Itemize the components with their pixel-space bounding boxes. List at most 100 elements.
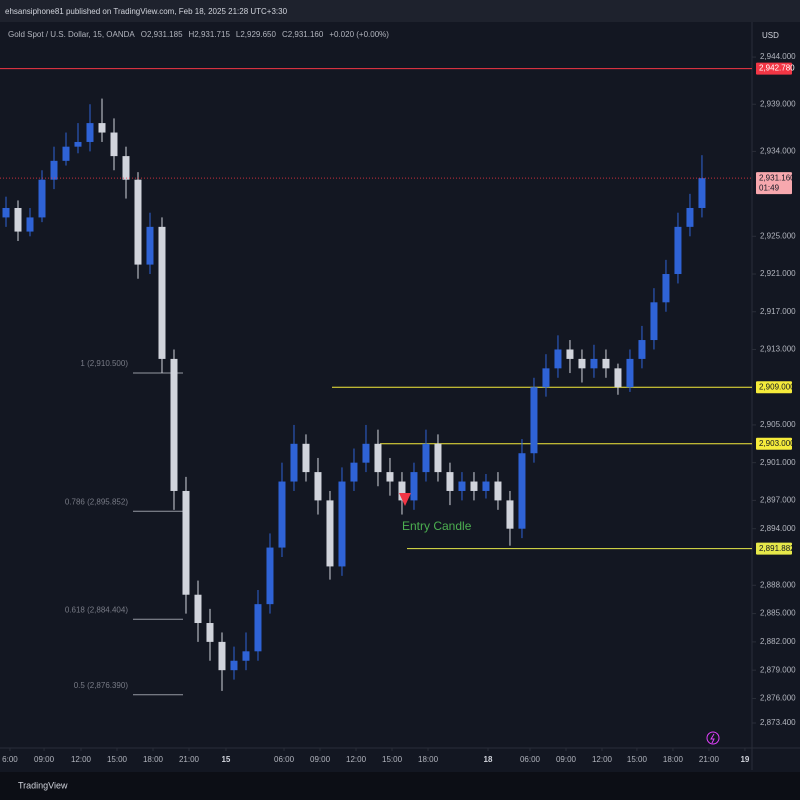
x-tick-label: 12:00	[71, 755, 92, 764]
x-tick-label: 19	[740, 755, 749, 764]
last-price-label: 2,931.160	[759, 173, 795, 182]
annotation: Entry Candle	[402, 519, 472, 533]
y-tick-label: 2,917.000	[760, 307, 796, 316]
candle-body	[134, 179, 142, 265]
price-label-box	[756, 542, 792, 555]
candle-body	[398, 481, 406, 501]
candle-body	[242, 651, 250, 661]
candle-body	[494, 481, 502, 501]
y-tick-label: 2,897.000	[760, 496, 796, 505]
ohlc-value: C2,931.160	[282, 30, 324, 39]
countdown: 01:49	[759, 183, 780, 192]
y-tick-label: 2,925.000	[760, 231, 796, 240]
x-tick-label: 09:00	[310, 755, 331, 764]
candle-body	[290, 443, 298, 482]
candle-body	[674, 226, 682, 275]
ohlc-value: O2,931.185	[141, 30, 183, 39]
candle-body	[650, 302, 658, 341]
y-tick-label: 2,882.000	[760, 637, 796, 646]
y-tick-label: 2,879.000	[760, 665, 796, 674]
candle-body	[74, 141, 82, 147]
x-tick-label: 09:00	[34, 755, 55, 764]
candle-body	[278, 481, 286, 548]
price-label: 2,942.780	[759, 64, 795, 73]
y-tick-label: 2,885.000	[760, 609, 796, 618]
candle-body	[170, 358, 178, 491]
x-tick-label: 15	[221, 755, 230, 764]
alert-icon[interactable]	[706, 731, 720, 745]
candle-body	[146, 226, 154, 265]
x-tick-label: 06:00	[520, 755, 541, 764]
currency: USD	[762, 31, 779, 40]
x-tick-label: 6:00	[2, 755, 18, 764]
candle-body	[542, 368, 550, 388]
x-tick-label: 21:00	[699, 755, 720, 764]
candle-body	[566, 349, 574, 359]
fib-label: 1 (2,910.500)	[80, 359, 128, 368]
fib-label: 0.618 (2,884.404)	[65, 605, 128, 614]
candle-body	[314, 472, 322, 501]
candle-body	[14, 207, 22, 232]
x-tick-label: 15:00	[382, 755, 403, 764]
candle-body	[338, 481, 346, 567]
candle-body	[2, 207, 10, 218]
price-label-box	[756, 62, 792, 75]
candle-body	[182, 490, 190, 595]
x-tick-label: 15:00	[107, 755, 128, 764]
candle-body	[446, 472, 454, 491]
y-tick-label: 2,901.000	[760, 458, 796, 467]
fib-label: 0.5 (2,876.390)	[74, 681, 129, 690]
candle-body	[422, 443, 430, 473]
last-price-box	[756, 172, 792, 195]
footer-bar	[0, 772, 800, 800]
ohlc-value: +0.020 (+0.00%)	[329, 30, 389, 39]
candle-body	[590, 358, 598, 369]
candle-body	[62, 146, 70, 161]
candle-body	[218, 641, 226, 671]
y-tick-label: 2,888.000	[760, 580, 796, 589]
y-tick-label: 2,921.000	[760, 269, 796, 278]
candle-body	[578, 358, 586, 369]
candle-body	[38, 179, 46, 218]
price-label: 2,891.882	[759, 544, 795, 553]
candle-body	[206, 623, 214, 642]
ohlc-value: L2,929.650	[236, 30, 277, 39]
candle-body	[626, 358, 634, 388]
y-tick-label: 2,939.000	[760, 99, 796, 108]
y-tick-label: 2,873.400	[760, 718, 796, 727]
candle-body	[362, 443, 370, 463]
candle-body	[98, 123, 106, 133]
price-label: 2,909.000	[759, 382, 795, 391]
symbol-title: Gold Spot / U.S. Dollar, 15, OANDA	[8, 30, 135, 39]
x-tick-label: 18:00	[143, 755, 164, 764]
candle-body	[410, 472, 418, 501]
candle-body	[230, 660, 238, 671]
candle-body	[458, 481, 466, 491]
x-tick-label: 12:00	[592, 755, 613, 764]
header-bar	[0, 0, 800, 22]
candle-body	[686, 207, 694, 227]
candle-body	[158, 226, 166, 359]
candle-body	[254, 604, 262, 652]
price-label-box	[756, 437, 792, 450]
candle-body	[614, 368, 622, 388]
candle-body	[302, 443, 310, 473]
candle-body	[122, 156, 130, 180]
candle-body	[26, 217, 34, 232]
y-tick-label: 2,894.000	[760, 524, 796, 533]
ohlc-value: H2,931.715	[189, 30, 231, 39]
candle-body	[482, 481, 490, 491]
candle-body	[386, 472, 394, 482]
candle-body	[434, 443, 442, 473]
x-tick-label: 09:00	[556, 755, 577, 764]
candle-body	[110, 132, 118, 157]
candle-body	[470, 481, 478, 491]
candle-body	[698, 178, 706, 208]
candle-body	[554, 349, 562, 369]
x-tick-label: 18:00	[418, 755, 439, 764]
y-tick-label: 2,913.000	[760, 345, 796, 354]
candle-body	[326, 500, 334, 567]
candle-body	[662, 274, 670, 303]
header: ehsansiphone81 published on TradingView.…	[5, 7, 288, 16]
